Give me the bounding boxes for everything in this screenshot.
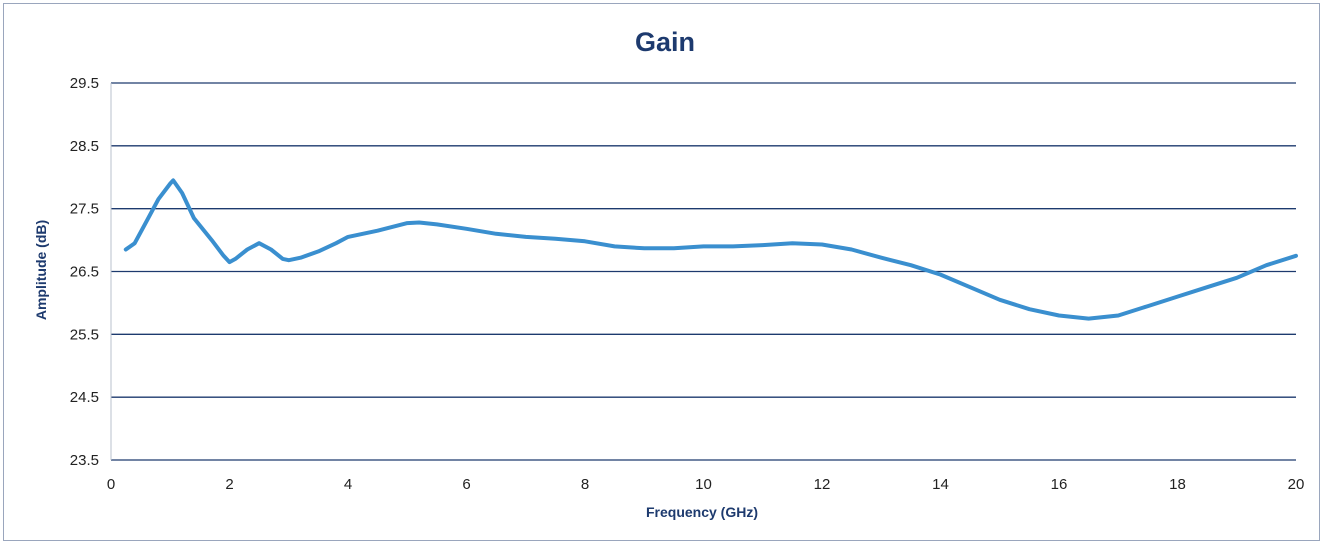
x-tick-label: 12 [814, 476, 831, 493]
y-tick-label: 24.5 [70, 389, 99, 406]
x-tick-label: 20 [1288, 476, 1305, 493]
y-axis-label: Amplitude (dB) [33, 220, 49, 320]
x-tick-label: 2 [225, 476, 233, 493]
x-axis-label: Frequency (GHz) [646, 504, 758, 520]
x-tick-label: 0 [107, 476, 115, 493]
y-tick-label: 28.5 [70, 138, 99, 155]
x-tick-label: 18 [1169, 476, 1186, 493]
x-tick-label: 4 [344, 476, 352, 493]
x-tick-label: 6 [462, 476, 470, 493]
y-tick-label: 25.5 [70, 326, 99, 343]
y-tick-label: 27.5 [70, 201, 99, 218]
x-tick-label: 10 [695, 476, 712, 493]
x-tick-labels: 0 2 4 6 8 10 12 14 16 18 20 [107, 476, 1305, 493]
x-tick-label: 14 [932, 476, 949, 493]
x-tick-label: 16 [1051, 476, 1068, 493]
chart-title: Gain [635, 27, 695, 57]
y-tick-label: 29.5 [70, 75, 99, 92]
gridlines [110, 82, 1296, 461]
y-tick-label: 23.5 [70, 452, 99, 469]
gain-series-line [123, 178, 1298, 321]
y-tick-label: 26.5 [70, 264, 99, 281]
x-tick-label: 8 [581, 476, 589, 493]
y-tick-labels: 23.5 24.5 25.5 26.5 27.5 28.5 29.5 [70, 75, 99, 469]
